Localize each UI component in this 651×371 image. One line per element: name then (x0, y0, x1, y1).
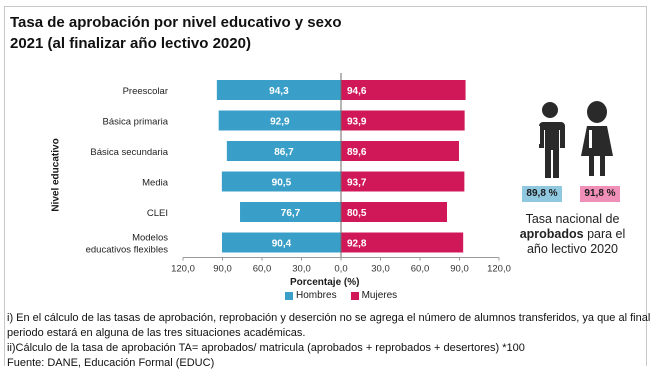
legend-label-mujeres: Mujeres (361, 290, 398, 301)
x-tick-label: 30,0 (371, 264, 390, 275)
bar-mujeres (341, 202, 447, 222)
category-label: CLEI (147, 208, 168, 219)
legend: Hombres Mujeres (285, 290, 397, 301)
legend-label-hombres: Hombres (296, 290, 337, 301)
bar-mujeres (341, 80, 466, 100)
legend-swatch-mujeres (350, 291, 359, 300)
data-label-mujeres: 93,7 (347, 178, 367, 189)
national-rate-caption: Tasa nacional de aprobados para el año l… (510, 212, 635, 257)
caption-bold-word: aprobados (519, 227, 584, 241)
category-label: educativos flexibles (86, 245, 169, 256)
bar-mujeres (341, 110, 465, 131)
title-line-2: 2021 (al finalizar año lectivo 2020) (10, 35, 251, 52)
data-label-hombres: 86,7 (274, 147, 294, 158)
data-label-mujeres: 94,6 (347, 86, 367, 97)
bar-hombres (216, 80, 341, 100)
chart-title: Tasa de aprobación por nivel educativo y… (10, 12, 342, 54)
data-label-mujeres: 93,9 (347, 117, 367, 128)
data-label-mujeres: 92,8 (347, 239, 367, 250)
bar-hombres (221, 171, 341, 192)
category-label: Media (142, 178, 169, 189)
legend-item-hombres: Hombres (285, 290, 337, 301)
data-label-hombres: 76,7 (281, 208, 301, 219)
x-tick-label: 60,0 (253, 264, 272, 275)
category-label: Básica secundaria (90, 147, 168, 158)
bar-hombres (221, 232, 341, 253)
bar-hombres (226, 141, 341, 161)
bar-mujeres (341, 141, 459, 161)
title-line-1: Tasa de aprobación por nivel educativo y… (10, 14, 342, 31)
student-figures-icon (536, 101, 613, 178)
chart-frame (4, 6, 647, 366)
footnote-1: i) En el cálculo de las tasas de aprobac… (7, 312, 651, 324)
legend-item-mujeres: Mujeres (350, 290, 398, 301)
x-tick-label: 60,0 (411, 264, 430, 275)
footnotes: i) En el cálculo de las tasas de aprobac… (7, 311, 651, 371)
data-label-hombres: 92,9 (270, 117, 290, 128)
category-label: Básica primaria (103, 117, 169, 128)
data-label-mujeres: 89,6 (347, 147, 367, 158)
bar-mujeres (341, 171, 465, 192)
caption-line-3: año lectivo 2020 (526, 242, 619, 256)
girl-figure-icon (581, 101, 613, 176)
caption-line-1: Tasa nacional de (525, 212, 620, 226)
category-label: Modelos (132, 233, 168, 244)
caption-line-2: aprobados para el (510, 227, 635, 242)
national-rate-hombres: 89,8 % (522, 186, 562, 202)
footnote-1-cont: periodo estará en alguna de las tres sit… (7, 327, 306, 339)
x-axis-title: Porcentaje (%) (290, 277, 360, 288)
legend-swatch-hombres (285, 291, 293, 300)
x-tick-label: 30,0 (292, 264, 311, 275)
footnote-source: Fuente: DANE, Educación Formal (EDUC) (7, 357, 215, 369)
x-tick-label: 120,0 (171, 264, 195, 275)
caption-after-bold: para el (583, 227, 626, 241)
bar-hombres (240, 202, 341, 222)
data-label-hombres: 90,5 (272, 178, 292, 189)
footnote-2: ii)Cálculo de la tasa de aprobación TA= … (7, 342, 525, 354)
x-tick-label: 90,0 (213, 264, 232, 275)
data-label-hombres: 90,4 (272, 239, 292, 250)
x-tick-label: 120,0 (487, 264, 511, 275)
data-label-mujeres: 80,5 (347, 208, 367, 219)
x-tick-label: 0,0 (334, 264, 347, 275)
national-rate-mujeres: 91,8 % (580, 186, 620, 202)
bar-mujeres (341, 232, 464, 253)
bar-hombres (218, 110, 341, 131)
x-tick-label: 90,0 (450, 264, 469, 275)
boy-figure-icon (536, 102, 565, 178)
category-label: Preescolar (123, 86, 168, 97)
data-label-hombres: 94,3 (269, 86, 289, 97)
